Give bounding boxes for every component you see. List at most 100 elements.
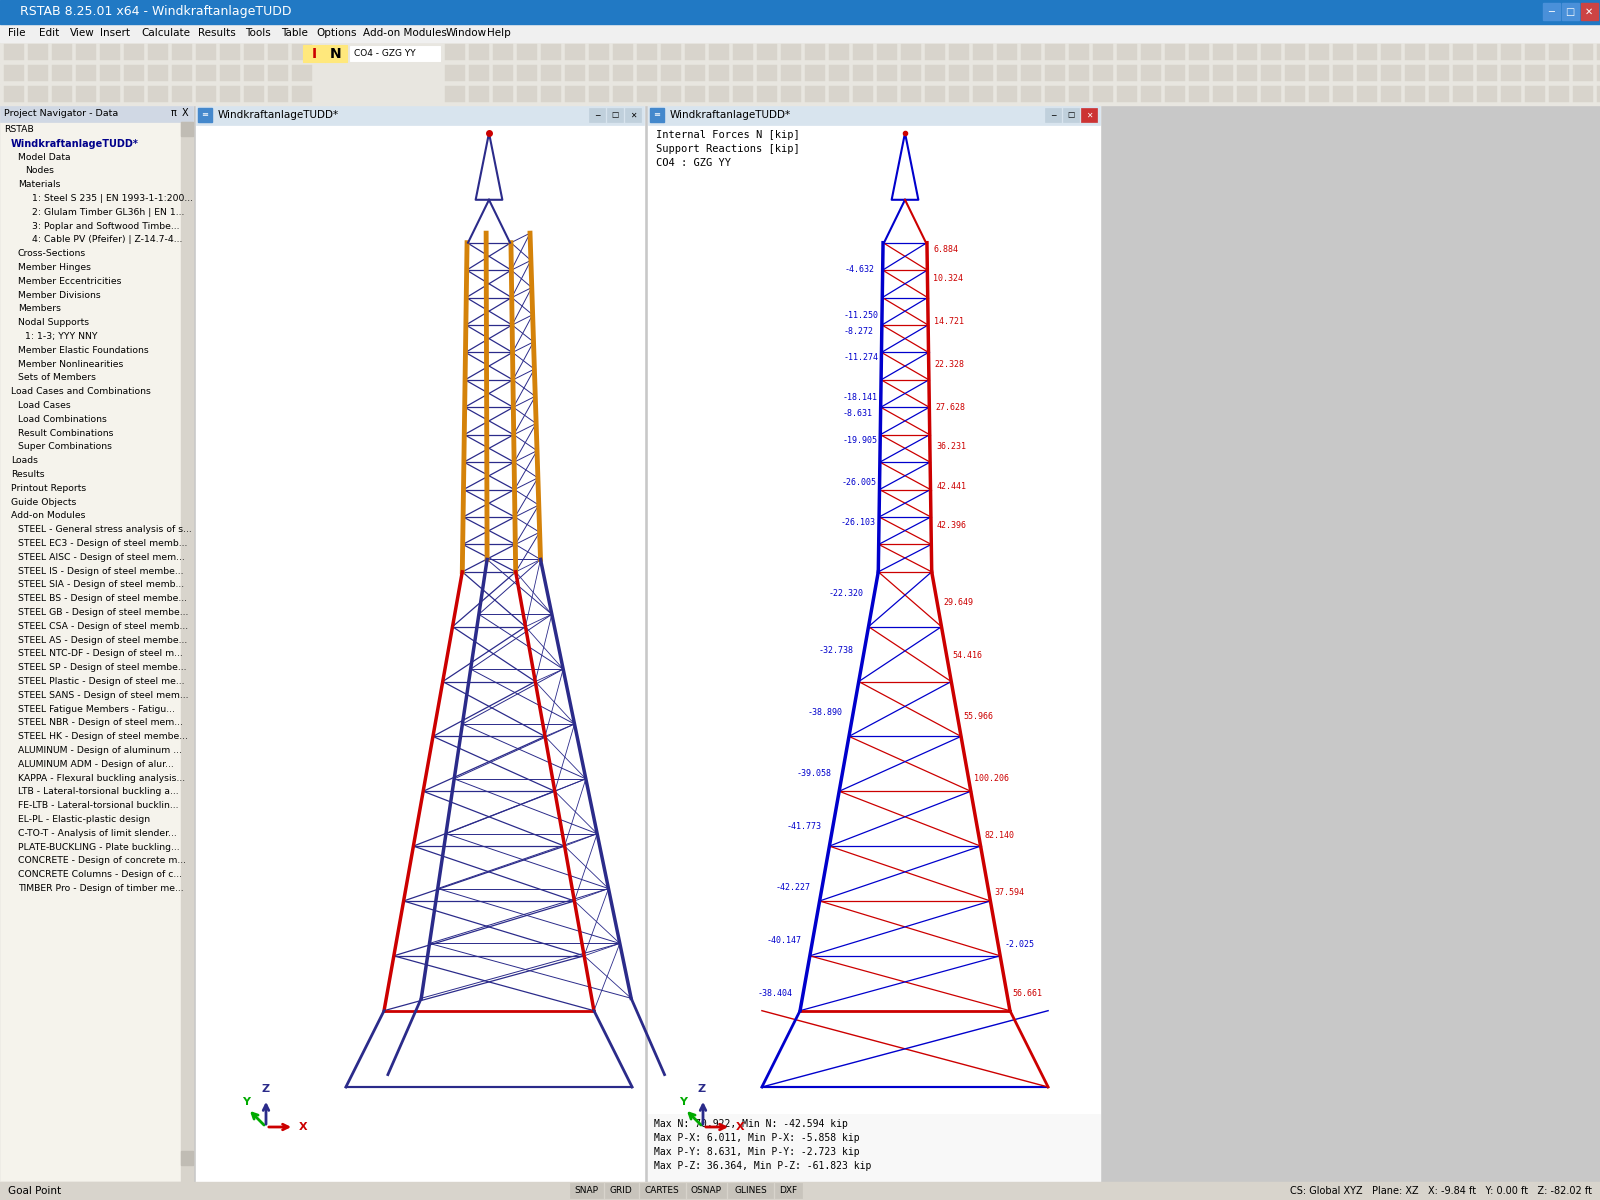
Bar xyxy=(1453,44,1474,60)
Text: -32.738: -32.738 xyxy=(818,647,853,655)
Text: Y: Y xyxy=(242,1097,250,1106)
Bar xyxy=(1501,86,1522,102)
Text: STEEL NBR - Design of steel mem...: STEEL NBR - Design of steel mem... xyxy=(18,719,182,727)
Bar xyxy=(589,65,610,80)
Text: Member Elastic Foundations: Member Elastic Foundations xyxy=(18,346,149,355)
Bar xyxy=(925,86,946,102)
Bar xyxy=(1573,86,1594,102)
Text: Y: Y xyxy=(678,1097,686,1106)
Bar xyxy=(221,86,240,102)
Text: STEEL CSA - Design of steel memb...: STEEL CSA - Design of steel memb... xyxy=(18,622,189,631)
Bar xyxy=(565,44,586,60)
Bar xyxy=(1453,65,1474,80)
Text: -18.141: -18.141 xyxy=(843,392,878,402)
Bar xyxy=(973,86,994,102)
Text: Add-on Modules: Add-on Modules xyxy=(11,511,85,521)
Text: □: □ xyxy=(611,110,619,120)
Bar xyxy=(997,86,1018,102)
Bar xyxy=(853,65,874,80)
Bar xyxy=(901,86,922,102)
Bar xyxy=(1549,65,1570,80)
Bar xyxy=(1069,44,1090,60)
Bar xyxy=(589,108,605,122)
Bar xyxy=(517,44,538,60)
Bar xyxy=(1405,65,1426,80)
Bar xyxy=(901,44,922,60)
Text: Help: Help xyxy=(486,28,510,38)
Bar xyxy=(29,86,48,102)
Bar xyxy=(1573,65,1594,80)
Bar xyxy=(1357,86,1378,102)
Text: STEEL NTC-DF - Design of steel m...: STEEL NTC-DF - Design of steel m... xyxy=(18,649,182,659)
Bar xyxy=(99,44,120,60)
Bar xyxy=(757,65,778,80)
Bar xyxy=(181,122,194,136)
Bar xyxy=(1525,86,1546,102)
Bar xyxy=(1237,65,1258,80)
Text: Model Data: Model Data xyxy=(18,152,70,162)
Bar xyxy=(517,65,538,80)
Text: C-TO-T - Analysis of limit slender...: C-TO-T - Analysis of limit slender... xyxy=(18,829,176,838)
Bar xyxy=(243,44,264,60)
Bar xyxy=(147,65,168,80)
Text: -8.631: -8.631 xyxy=(843,409,872,419)
Text: ALUMINUM - Design of aluminum ...: ALUMINUM - Design of aluminum ... xyxy=(18,746,182,755)
Text: Cross-Sections: Cross-Sections xyxy=(18,250,86,258)
Bar xyxy=(195,104,643,125)
Bar xyxy=(1333,44,1354,60)
Bar xyxy=(661,86,682,102)
Text: Load Combinations: Load Combinations xyxy=(18,415,107,424)
Bar xyxy=(51,65,72,80)
Text: -38.404: -38.404 xyxy=(757,989,792,997)
Text: Member Divisions: Member Divisions xyxy=(18,290,101,300)
Text: -42.227: -42.227 xyxy=(776,883,811,893)
Text: OSNAP: OSNAP xyxy=(691,1186,722,1195)
Text: -11.274: -11.274 xyxy=(843,354,878,362)
Bar xyxy=(853,86,874,102)
Bar xyxy=(0,62,1600,84)
Text: KAPPA - Flexural buckling analysis...: KAPPA - Flexural buckling analysis... xyxy=(18,774,186,782)
Text: Max P-Z: 36.364, Min P-Z: -61.823 kip: Max P-Z: 36.364, Min P-Z: -61.823 kip xyxy=(654,1162,872,1171)
Bar xyxy=(605,1183,637,1198)
Bar xyxy=(949,65,970,80)
Bar xyxy=(1213,44,1234,60)
Bar xyxy=(1525,65,1546,80)
Bar xyxy=(445,44,466,60)
Bar xyxy=(445,65,466,80)
Bar xyxy=(606,108,622,122)
Bar xyxy=(1453,86,1474,102)
Bar xyxy=(1261,65,1282,80)
Bar xyxy=(973,44,994,60)
Bar xyxy=(805,44,826,60)
Text: View: View xyxy=(70,28,94,38)
Text: Goal Point: Goal Point xyxy=(8,1186,61,1196)
Text: 42.441: 42.441 xyxy=(936,481,966,491)
Bar xyxy=(1477,86,1498,102)
Bar xyxy=(541,44,562,60)
Text: WindkraftanlageTUDD*: WindkraftanlageTUDD* xyxy=(670,110,790,120)
Bar xyxy=(1165,65,1186,80)
Bar xyxy=(125,86,144,102)
Text: 29.649: 29.649 xyxy=(942,598,973,607)
Bar xyxy=(829,65,850,80)
Bar xyxy=(1141,86,1162,102)
Bar xyxy=(781,65,802,80)
Bar xyxy=(1501,44,1522,60)
Bar xyxy=(997,44,1018,60)
Text: Edit: Edit xyxy=(38,28,59,38)
Bar xyxy=(733,86,754,102)
Text: Nodal Supports: Nodal Supports xyxy=(18,318,90,328)
Text: Result Combinations: Result Combinations xyxy=(18,428,114,438)
Text: -26.005: -26.005 xyxy=(842,479,877,487)
Bar xyxy=(1261,44,1282,60)
Text: 6.884: 6.884 xyxy=(933,245,958,253)
Bar xyxy=(1189,44,1210,60)
Bar xyxy=(221,44,240,60)
Bar xyxy=(0,1182,1600,1200)
Text: Display: Display xyxy=(53,1187,86,1195)
Bar xyxy=(1357,44,1378,60)
Bar xyxy=(733,44,754,60)
Bar xyxy=(0,104,194,1182)
Text: Load Cases and Combinations: Load Cases and Combinations xyxy=(11,388,150,396)
Text: -2.025: -2.025 xyxy=(1005,941,1034,949)
